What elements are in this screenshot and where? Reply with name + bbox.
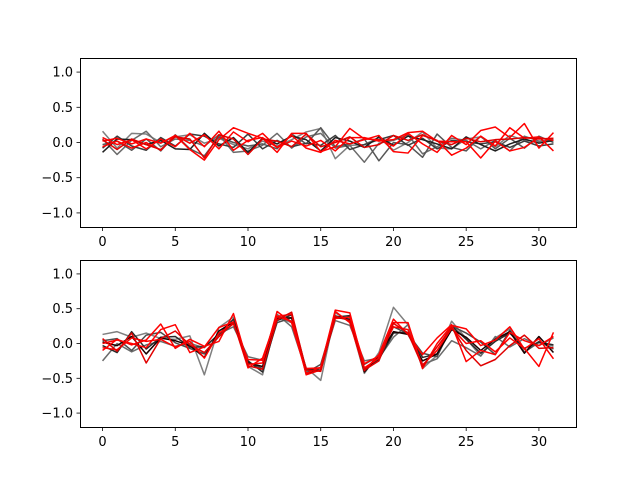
series-line-9 xyxy=(102,133,554,159)
y-tick-label: 0.5 xyxy=(52,302,73,317)
x-tick-label: 30 xyxy=(531,235,548,250)
x-tick-label: 15 xyxy=(312,235,329,250)
y-tick-label: 0.0 xyxy=(52,136,73,151)
x-tick-label: 15 xyxy=(312,435,329,450)
x-tick-label: 25 xyxy=(458,435,475,450)
subplot-2: 0 5 10 15 20 25 30 −1.0 −0.5 0.0 0.5 1.0 xyxy=(41,260,577,450)
x-tick-label: 5 xyxy=(171,235,179,250)
axes-frame xyxy=(80,58,577,228)
x-tick-label: 10 xyxy=(240,435,257,450)
x-tick-label: 30 xyxy=(531,435,548,450)
series-group xyxy=(101,122,554,163)
x-tick-label: 20 xyxy=(385,435,402,450)
axes-frame xyxy=(80,260,577,428)
y-tick-label: 0.5 xyxy=(52,101,73,116)
subplot-1: 0 5 10 15 20 25 30 −1.0 −0.5 0.0 0.5 1.0 xyxy=(41,58,577,250)
x-tick-label: 25 xyxy=(458,235,475,250)
y-tick-label: 1.0 xyxy=(52,66,73,81)
y-tick-label: −0.5 xyxy=(41,372,73,387)
x-tick-label: 0 xyxy=(98,435,106,450)
y-tick-label: 1.0 xyxy=(52,267,73,282)
x-tick-label: 5 xyxy=(171,435,179,450)
x-tick-label: 10 xyxy=(240,235,257,250)
series-line-9 xyxy=(102,311,554,373)
y-tick-label: 0.0 xyxy=(52,337,73,352)
y-tick-label: −0.5 xyxy=(41,171,73,186)
y-tick-label: −1.0 xyxy=(41,206,73,221)
x-tick-label: 20 xyxy=(385,235,402,250)
y-tick-label: −1.0 xyxy=(41,407,73,422)
x-tick-label: 0 xyxy=(98,235,106,250)
series-group xyxy=(101,306,555,382)
